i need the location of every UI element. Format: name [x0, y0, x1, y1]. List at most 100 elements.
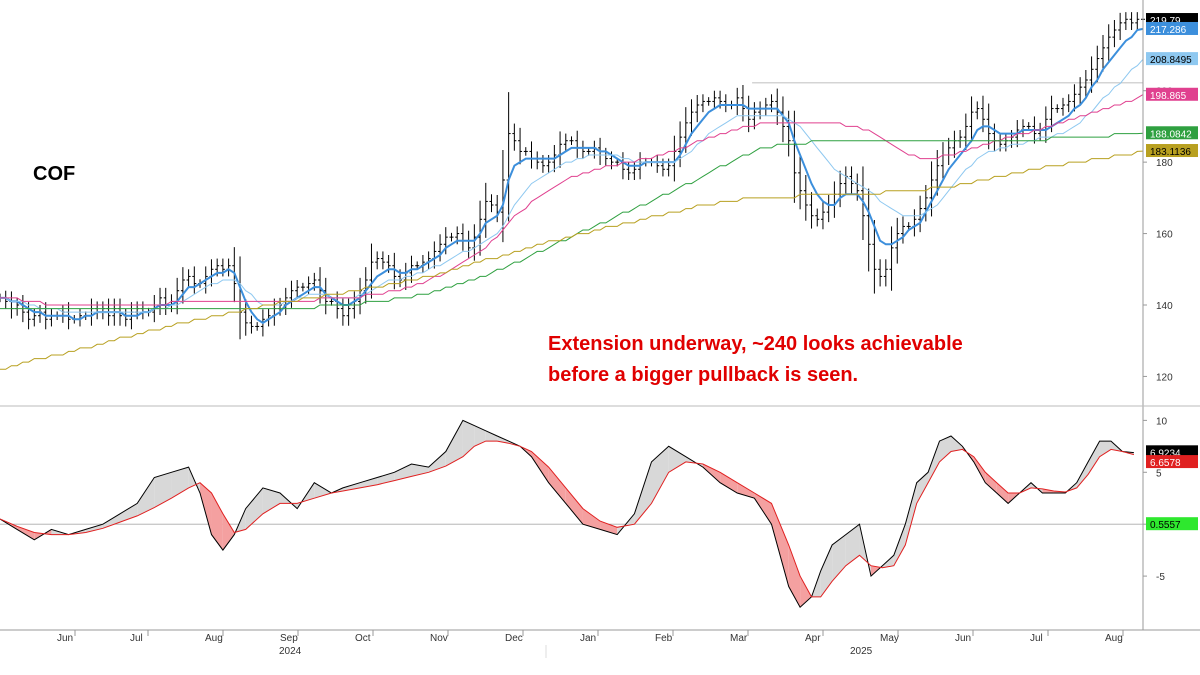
- price-tag-bg: [1146, 52, 1198, 66]
- price-tag-label: 198.865: [1150, 91, 1187, 102]
- x-tick-label: Jul: [130, 633, 143, 644]
- price-tag-label: 219.79: [1150, 16, 1181, 27]
- macd-fill-segment: [996, 482, 1009, 504]
- macd-fill-segment: [222, 513, 235, 551]
- ticker-label: COF: [33, 163, 75, 185]
- macd-tag-bg: [1146, 517, 1198, 531]
- macd-fill-segment: [905, 482, 917, 545]
- macd-line: [0, 419, 1134, 608]
- macd-fill-segment: [1099, 441, 1111, 457]
- series-line-sma-200: [0, 150, 1144, 370]
- macd-fill-segment: [1076, 461, 1089, 488]
- macd-fill-segment: [428, 451, 446, 473]
- series-line-ema-fast: [0, 27, 1144, 325]
- macd-fill-segment: [916, 472, 929, 504]
- macd-fill-segment: [411, 463, 429, 477]
- macd-fill-segment: [985, 472, 997, 494]
- price-y-tick-label: 140: [1156, 301, 1173, 312]
- x-tick-label: Dec: [505, 633, 523, 644]
- macd-fill-segment: [845, 524, 860, 566]
- macd-tag-bg: [1146, 445, 1198, 459]
- year-label: 2024: [279, 646, 302, 657]
- macd-fill-segment: [200, 482, 212, 535]
- macd-fill-segment: [893, 524, 906, 566]
- macd-fill-segment: [171, 467, 189, 499]
- macd-fill-segment: [1088, 441, 1100, 475]
- price-y-tick-label: 160: [1156, 230, 1173, 241]
- macd-fill-segment: [211, 493, 223, 551]
- macd-tag-label: 6.9234: [1150, 448, 1181, 459]
- x-tick-label: Aug: [1105, 633, 1123, 644]
- macd-fill-segment: [314, 482, 332, 499]
- annotation-line-1: Extension underway, ~240 looks achievabl…: [548, 333, 963, 355]
- macd-fill-segment: [600, 521, 618, 535]
- macd-fill-segment: [262, 487, 281, 514]
- macd-fill-segment: [531, 451, 549, 483]
- x-tick-label: Jul: [1030, 633, 1043, 644]
- macd-tag-label: 0.5557: [1150, 520, 1181, 531]
- macd-fill-segment: [950, 435, 963, 452]
- price-tag-bg: [1146, 21, 1198, 35]
- macd-fill-segment: [17, 526, 35, 540]
- x-tick-label: Apr: [805, 633, 821, 644]
- macd-y-tick-label: -5: [1156, 572, 1165, 583]
- macd-fill-segment: [702, 463, 721, 483]
- macd-fill-segment: [485, 430, 498, 442]
- macd-fill-segment: [565, 487, 583, 525]
- price-y-tick-label: 120: [1156, 372, 1173, 383]
- macd-fill-segment: [832, 534, 846, 582]
- macd-fill-segment: [85, 524, 103, 533]
- x-tick-label: Feb: [655, 633, 673, 644]
- price-panel: [0, 12, 1145, 370]
- macd-panel: [0, 419, 1143, 608]
- macd-fill-segment: [474, 425, 486, 447]
- macd-fill-segment: [462, 420, 475, 457]
- axes: 120140160180200-50510JunJulAugSepOctNovD…: [0, 0, 1200, 658]
- macd-y-tick-label: 5: [1156, 468, 1162, 479]
- series-line-sma-100: [0, 132, 1144, 310]
- macd-fill-segment: [548, 467, 566, 504]
- price-tag-label: 188.0842: [1150, 129, 1192, 140]
- macd-fill-segment: [634, 461, 652, 525]
- macd-fill-segment: [668, 446, 686, 473]
- price-tag-bg: [1146, 87, 1198, 101]
- macd-fill-segment: [102, 513, 121, 529]
- x-tick-label: Nov: [430, 633, 448, 644]
- price-y-tick-label: 180: [1156, 158, 1173, 169]
- macd-fill-segment: [800, 576, 812, 608]
- price-tag-bg: [1146, 144, 1198, 158]
- x-tick-label: Aug: [205, 633, 223, 644]
- macd-fill-segment: [394, 463, 412, 481]
- macd-tag-bg: [1146, 455, 1198, 469]
- series-line-ema-slow: [0, 58, 1144, 313]
- x-tick-label: May: [880, 633, 899, 644]
- series-line-sma-50: [0, 94, 1144, 306]
- macd-fill-segment: [788, 544, 801, 608]
- x-tick-label: Jan: [580, 633, 596, 644]
- x-tick-label: Mar: [730, 633, 748, 644]
- x-tick-label: Jun: [57, 633, 73, 644]
- x-tick-label: Oct: [355, 633, 371, 644]
- macd-fill-segment: [342, 482, 361, 491]
- macd-fill-segment: [137, 477, 155, 516]
- price-tag-label: 183.1136: [1150, 147, 1191, 158]
- macd-fill-segment: [820, 544, 833, 597]
- macd-fill-segment: [445, 420, 463, 467]
- x-tick-label: Jun: [955, 633, 971, 644]
- macd-tag-label: 6.6578: [1150, 458, 1181, 469]
- annotation-line-2: before a bigger pullback is seen.: [548, 364, 858, 386]
- macd-fill-segment: [737, 482, 755, 499]
- macd-y-tick-label: 10: [1156, 416, 1168, 427]
- price-tag-bg: [1146, 126, 1198, 140]
- year-label: 2025: [850, 646, 873, 657]
- macd-fill-segment: [720, 472, 738, 494]
- macd-fill-segment: [771, 503, 789, 587]
- macd-fill-segment: [582, 508, 601, 530]
- price-tag-label: 217.286: [1150, 25, 1187, 36]
- macd-fill-segment: [928, 441, 940, 483]
- x-tick-label: Sep: [280, 633, 298, 644]
- price-tag-label: 208.8495: [1150, 55, 1192, 66]
- macd-signal-line: [0, 440, 1135, 598]
